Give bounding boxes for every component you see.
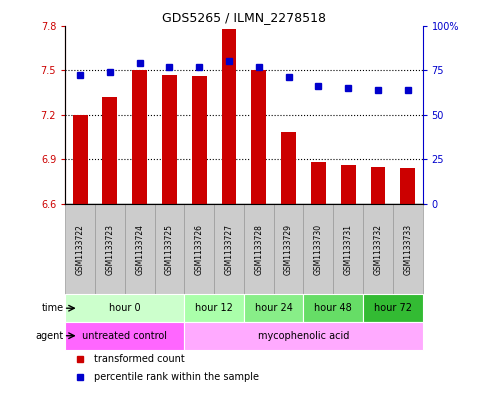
FancyBboxPatch shape [244, 204, 274, 294]
Text: GSM1133722: GSM1133722 [76, 224, 85, 275]
Text: hour 72: hour 72 [374, 303, 412, 313]
Bar [251, 70, 266, 204]
FancyBboxPatch shape [244, 294, 303, 322]
Text: hour 12: hour 12 [195, 303, 233, 313]
Title: GDS5265 / ILMN_2278518: GDS5265 / ILMN_2278518 [162, 11, 326, 24]
FancyBboxPatch shape [95, 204, 125, 294]
Text: GSM1133724: GSM1133724 [135, 224, 144, 275]
FancyBboxPatch shape [274, 204, 303, 294]
Bar [341, 165, 355, 204]
Text: GSM1133723: GSM1133723 [105, 224, 114, 275]
Text: untreated control: untreated control [82, 331, 167, 341]
Text: GSM1133727: GSM1133727 [225, 224, 233, 275]
FancyBboxPatch shape [214, 204, 244, 294]
FancyBboxPatch shape [185, 294, 244, 322]
FancyBboxPatch shape [363, 294, 423, 322]
Bar [162, 75, 177, 204]
Text: GSM1133732: GSM1133732 [373, 224, 383, 275]
Text: hour 24: hour 24 [255, 303, 293, 313]
Text: GSM1133733: GSM1133733 [403, 224, 412, 275]
FancyBboxPatch shape [65, 322, 185, 349]
Bar [281, 132, 296, 204]
Text: mycophenolic acid: mycophenolic acid [258, 331, 349, 341]
Bar [72, 115, 87, 204]
FancyBboxPatch shape [185, 204, 214, 294]
FancyBboxPatch shape [393, 204, 423, 294]
Text: GSM1133725: GSM1133725 [165, 224, 174, 275]
FancyBboxPatch shape [65, 204, 95, 294]
FancyBboxPatch shape [303, 204, 333, 294]
FancyBboxPatch shape [303, 294, 363, 322]
Text: hour 0: hour 0 [109, 303, 141, 313]
Bar [192, 76, 207, 204]
Text: GSM1133726: GSM1133726 [195, 224, 204, 275]
Text: GSM1133728: GSM1133728 [255, 224, 263, 275]
FancyBboxPatch shape [363, 204, 393, 294]
Bar [311, 162, 326, 204]
Bar [400, 168, 415, 204]
Text: GSM1133729: GSM1133729 [284, 224, 293, 275]
Text: transformed count: transformed count [94, 354, 185, 364]
Text: agent: agent [35, 331, 64, 341]
FancyBboxPatch shape [155, 204, 185, 294]
Text: GSM1133731: GSM1133731 [344, 224, 353, 275]
Bar [222, 29, 237, 204]
FancyBboxPatch shape [65, 294, 185, 322]
Text: hour 48: hour 48 [314, 303, 352, 313]
Text: GSM1133730: GSM1133730 [314, 224, 323, 275]
Bar [370, 167, 385, 204]
Bar [132, 70, 147, 204]
Text: percentile rank within the sample: percentile rank within the sample [94, 372, 259, 382]
FancyBboxPatch shape [125, 204, 155, 294]
FancyBboxPatch shape [333, 204, 363, 294]
Text: time: time [42, 303, 64, 313]
FancyBboxPatch shape [185, 322, 423, 349]
Bar [102, 97, 117, 204]
